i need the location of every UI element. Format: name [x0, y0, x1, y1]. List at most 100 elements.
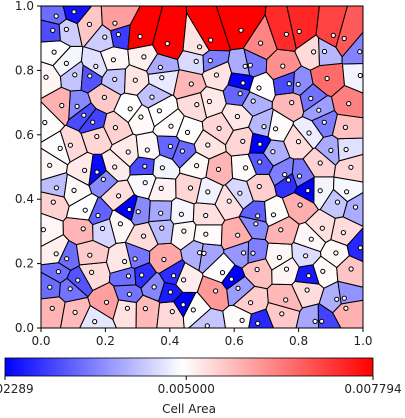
seed-point — [256, 85, 262, 91]
seed-point — [344, 189, 350, 195]
seed-point — [238, 27, 244, 33]
seed-point — [100, 176, 107, 182]
seed-point — [197, 250, 203, 256]
seed-points — [41, 9, 363, 328]
seed-point — [357, 72, 363, 79]
seed-point — [67, 142, 74, 148]
seed-point — [250, 250, 256, 256]
seed-point — [258, 40, 264, 46]
seed-point — [352, 204, 359, 210]
seed-point — [158, 185, 164, 191]
seed-point — [181, 277, 187, 283]
y-tick-label: 0.0 — [15, 321, 34, 335]
seed-point — [348, 266, 354, 272]
seed-point — [161, 256, 167, 263]
seed-point — [203, 212, 209, 219]
seed-point — [296, 28, 302, 35]
seed-point — [305, 188, 311, 194]
seed-point — [242, 63, 248, 69]
y-tick-label: 0.8 — [15, 63, 34, 77]
seed-point — [122, 258, 128, 265]
seed-point — [149, 94, 155, 100]
seed-point — [126, 206, 132, 213]
seed-point — [342, 124, 348, 131]
seed-point — [270, 212, 277, 218]
seed-point — [346, 101, 352, 107]
seed-point — [240, 80, 246, 86]
seed-point — [141, 54, 147, 60]
seed-point — [159, 225, 165, 231]
seed-point — [50, 27, 56, 33]
seed-point — [63, 26, 70, 32]
seed-point — [57, 145, 63, 151]
seed-point — [193, 58, 199, 65]
seed-point — [139, 272, 145, 278]
seed-point — [124, 305, 131, 311]
seed-point — [321, 48, 328, 55]
seed-point — [51, 49, 57, 55]
seed-point — [203, 231, 209, 237]
seed-point — [82, 167, 88, 173]
seed-point — [334, 199, 341, 205]
seed-point — [169, 309, 175, 315]
seed-point — [157, 64, 163, 71]
seed-point — [95, 212, 101, 219]
seed-point — [99, 225, 106, 232]
seed-point — [116, 193, 122, 199]
seed-point — [181, 228, 187, 234]
seed-point — [216, 125, 222, 131]
seed-point — [254, 266, 260, 273]
seed-point — [206, 98, 212, 105]
seed-point — [101, 94, 108, 101]
seed-point — [317, 188, 323, 194]
seed-point — [194, 102, 200, 108]
seed-point — [63, 60, 70, 67]
seed-point — [241, 250, 247, 256]
seed-point — [321, 119, 327, 125]
seed-point — [115, 31, 122, 38]
seed-point — [219, 270, 226, 276]
seed-point — [171, 273, 177, 279]
seed-point — [334, 296, 340, 302]
seed-point — [142, 306, 148, 312]
seed-point — [205, 142, 211, 148]
seed-point — [303, 253, 309, 259]
seed-point — [237, 91, 243, 97]
voronoi-cells — [41, 6, 363, 328]
seed-point — [112, 20, 118, 26]
seed-point — [328, 147, 334, 153]
seed-point — [74, 103, 80, 110]
seed-point — [117, 221, 124, 227]
seed-point — [43, 74, 49, 80]
x-tick-label: 1.0 — [353, 334, 372, 348]
seed-point — [255, 320, 261, 326]
seed-point — [306, 273, 312, 279]
seed-point — [320, 268, 326, 274]
seed-point — [188, 81, 194, 87]
seed-point — [228, 276, 234, 282]
seed-point — [167, 143, 173, 149]
seed-point — [213, 288, 219, 294]
x-tick-label: 0.4 — [160, 334, 179, 348]
seed-point — [72, 72, 78, 78]
x-tick-label: 0.0 — [31, 334, 50, 348]
seed-point — [47, 284, 53, 290]
seed-point — [151, 284, 157, 290]
voronoi-cell — [332, 176, 363, 203]
seed-point — [340, 230, 346, 236]
seed-point — [285, 177, 292, 183]
seed-point — [125, 273, 132, 279]
x-axis: 0.0 0.2 0.4 0.6 0.8 1.0 — [31, 328, 373, 348]
seed-point — [164, 41, 170, 47]
seed-point — [132, 77, 138, 83]
seed-point — [304, 287, 310, 293]
seed-point — [341, 295, 347, 301]
seed-point — [112, 125, 119, 131]
seed-point — [257, 141, 263, 147]
x-tick-label: 0.2 — [96, 334, 115, 348]
seed-point — [256, 183, 262, 190]
y-tick-label: 1.0 — [15, 0, 34, 13]
seed-point — [289, 100, 295, 106]
x-tick-label: 0.6 — [225, 334, 244, 348]
seed-point — [237, 190, 243, 196]
